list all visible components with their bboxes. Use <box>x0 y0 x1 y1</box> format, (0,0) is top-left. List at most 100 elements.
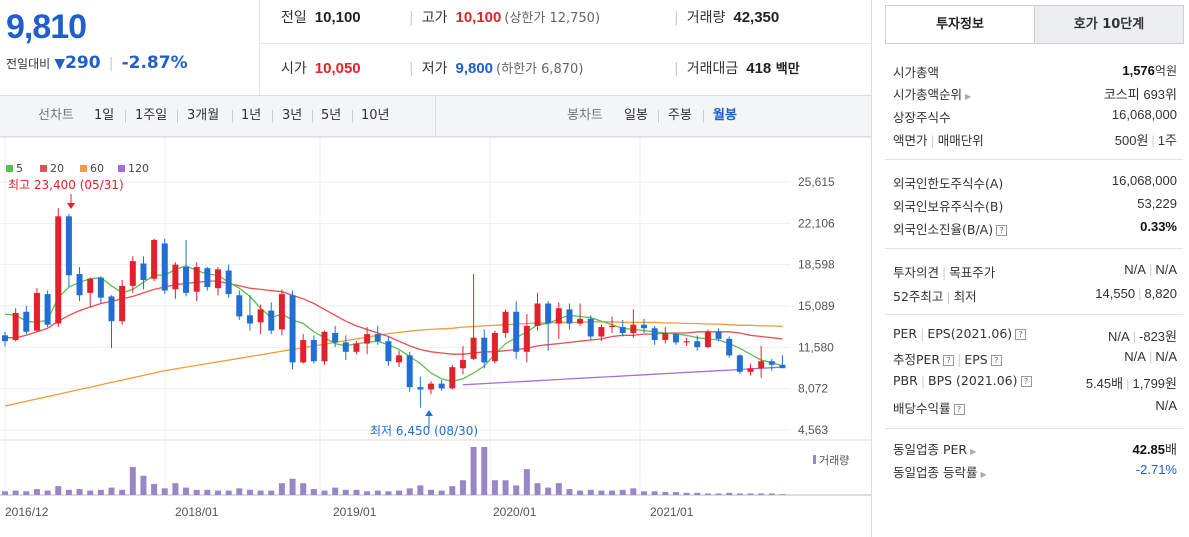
divider: | <box>930 133 935 148</box>
volume-bar <box>513 485 520 495</box>
candle-body <box>758 361 765 369</box>
volume-bar <box>385 491 392 495</box>
line-option-5y[interactable]: 5년 <box>321 108 342 123</box>
tab-investment-info[interactable]: 투자정보 <box>885 5 1035 43</box>
wk52-high-label: 52주최고 <box>893 289 944 304</box>
line-option-10y[interactable]: 10년 <box>361 108 390 123</box>
industry-rate-label-wrap[interactable]: 동일업종 등락률 ▶ <box>893 462 987 481</box>
pbr-label-wrap: PBR | BPS (2021.06)? <box>893 373 1032 388</box>
par-value-wrap: 500원 | 1주 <box>1115 130 1177 149</box>
quote-row: 전일 10,100 | 고가 10,100 (상한가 12,750) | 거래량 42,35… <box>259 0 871 44</box>
candle-body <box>300 340 307 363</box>
volume-bar <box>268 490 275 495</box>
line-option-3m[interactable]: 3개월 <box>187 108 220 123</box>
target-price-label: 목표주가 <box>949 265 996 280</box>
wk52-row: 52주최고 | 최저 14,550 | 8,820 <box>893 286 1177 308</box>
foreign-hold-value: 53,229 <box>1137 196 1177 211</box>
tab-order-book[interactable]: 호가 10단계 <box>1034 5 1184 44</box>
industry-per-value-wrap: 42.85배 <box>1132 439 1177 458</box>
prev-close-label: 전일 <box>281 10 307 26</box>
candle-body <box>44 294 51 325</box>
divider: | <box>1132 329 1137 344</box>
target-price-value: N/A <box>1155 262 1177 277</box>
divider: | <box>1148 262 1153 277</box>
candle-body <box>364 334 371 344</box>
line-option-3y[interactable]: 3년 <box>282 108 303 123</box>
volume-bar <box>300 483 307 495</box>
candle-body <box>523 325 530 352</box>
help-icon[interactable]: ? <box>1020 376 1032 387</box>
price-chart[interactable]: 5 20 60 120 25,615 22,106 18,598 15,089 11,580 8… <box>0 137 871 537</box>
candle-body <box>534 303 541 326</box>
volume-bar <box>662 492 669 495</box>
volume-bar <box>768 493 775 495</box>
candle-body <box>491 332 498 362</box>
low-annotation: 최저 6,450 (08/30) <box>370 424 478 438</box>
high-arrow-head <box>67 203 75 209</box>
volume-bar <box>12 490 19 495</box>
high-annotation: 최고 23,400 (05/31) <box>8 178 124 192</box>
foreign-ratio-value: 0.33% <box>1140 219 1177 234</box>
pbr-value: 5.45배 <box>1085 376 1124 391</box>
legend-swatch <box>40 165 47 172</box>
est-per-label: 추정PER <box>893 352 941 367</box>
candle-body <box>204 268 211 288</box>
candle-body <box>641 324 647 329</box>
volume-bar <box>97 489 104 495</box>
open-price: 시가 10,050 <box>281 43 361 86</box>
volume-bar <box>459 480 466 495</box>
legend-label: 60 <box>90 162 104 175</box>
line-option-1w[interactable]: 1주일 <box>135 108 168 123</box>
volume-bar <box>65 489 72 495</box>
candle-body <box>342 342 349 352</box>
est-per-value-wrap: N/A | N/A <box>1124 349 1177 364</box>
est-per-value: N/A <box>1124 349 1146 364</box>
market-cap-rank-label-wrap[interactable]: 시가총액순위 ▶ <box>893 84 971 103</box>
candle-body <box>278 294 285 330</box>
legend-swatch <box>80 165 87 172</box>
help-icon[interactable]: ? <box>990 355 1002 366</box>
dividend-label: 배당수익률 <box>893 401 951 416</box>
volume-bar <box>651 491 658 495</box>
candle-body <box>630 324 637 333</box>
foreign-ratio-label-wrap: 외국인소진율(B/A)? <box>893 219 1008 238</box>
pbr-value-wrap: 5.45배 | 1,799원 <box>1086 373 1177 392</box>
divider <box>658 110 659 123</box>
low-label: 저가 <box>421 61 448 77</box>
candle-option-monthly[interactable]: 월봉 <box>713 108 737 123</box>
candle-body <box>225 270 232 295</box>
upper-limit: (상한가 12,750) <box>504 11 601 26</box>
volume-bars <box>2 447 786 495</box>
volume-bar <box>108 487 115 495</box>
info-tabs: 투자정보 호가 10단계 <box>885 5 1184 44</box>
industry-per-label-wrap[interactable]: 동일업종 PER ▶ <box>893 439 976 458</box>
candle-option-daily[interactable]: 일봉 <box>624 108 648 123</box>
opinion-row: 투자의견 | 목표주가 N/A | N/A <box>893 262 1177 284</box>
help-icon[interactable]: ? <box>953 404 965 415</box>
help-icon[interactable]: ? <box>1015 329 1027 340</box>
volume-bar <box>566 489 573 495</box>
candle-body <box>470 337 477 359</box>
candle-body <box>545 303 552 324</box>
market-cap-label: 시가총액 <box>893 65 940 80</box>
help-icon[interactable]: ? <box>943 355 955 366</box>
divider: | <box>1126 376 1130 391</box>
volume-bar <box>140 475 147 495</box>
candle-option-weekly[interactable]: 주봉 <box>668 108 692 123</box>
x-tick-label: 2016/12 <box>5 505 49 519</box>
line-option-1y[interactable]: 1년 <box>241 108 262 123</box>
opinion-label: 투자의견 <box>893 265 940 280</box>
volume-legend-label: 거래량 <box>819 454 849 467</box>
candle-body <box>55 216 62 324</box>
caret-right-icon: ▶ <box>965 92 972 101</box>
line-option-1d[interactable]: 1일 <box>94 108 115 123</box>
prev-close: 전일 10,100 <box>281 0 361 43</box>
candle-body <box>566 309 573 324</box>
candle-body <box>428 383 434 390</box>
volume-bar <box>534 483 541 495</box>
candle-body <box>236 295 243 317</box>
help-icon[interactable]: ? <box>996 225 1008 236</box>
legend-swatch <box>118 165 125 172</box>
par-value: 500원 <box>1114 133 1149 148</box>
line-chart-label: 선차트 <box>38 108 74 123</box>
